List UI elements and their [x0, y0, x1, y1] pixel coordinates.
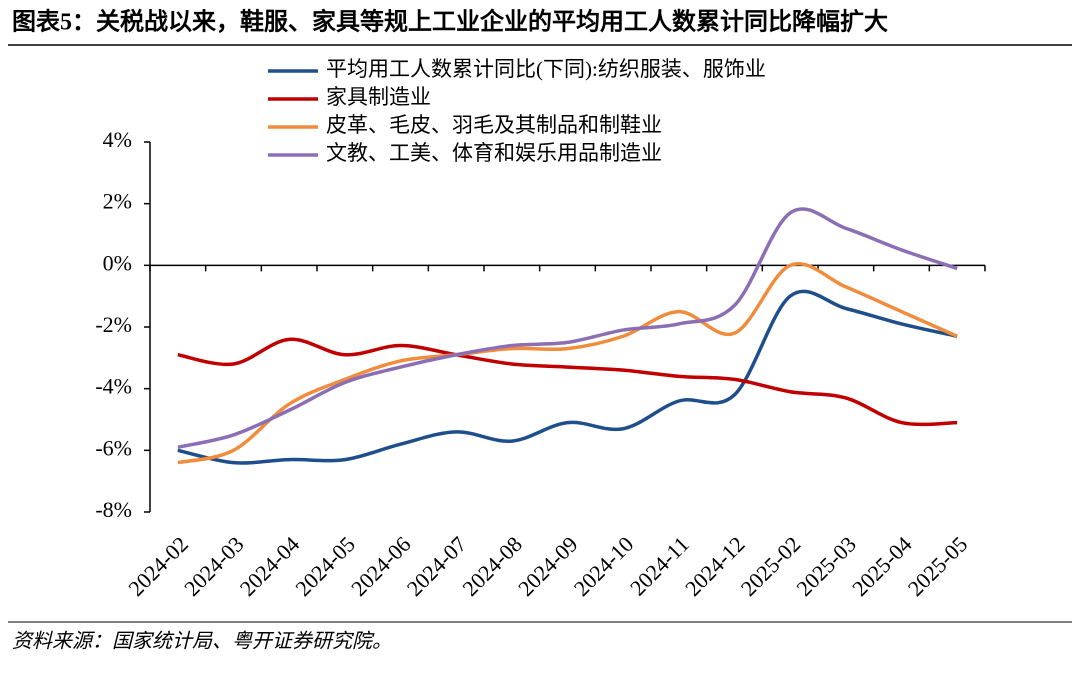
legend-label: 文教、工美、体育和娱乐用品制造业: [326, 141, 662, 165]
x-tick-label: 2024-03: [179, 531, 249, 601]
x-tick-label: 2024-08: [457, 531, 527, 601]
x-tick-label: 2024-07: [402, 531, 472, 601]
x-tick-label: 2025-05: [903, 531, 973, 601]
source-note: 资料来源：国家统计局、粤开证券研究院。: [12, 631, 392, 653]
x-tick-label: 2024-04: [235, 531, 305, 601]
x-tick-label: 2024-05: [290, 531, 360, 601]
legend-label: 平均用工人数累计同比(下同):纺织服装、服饰业: [326, 57, 766, 81]
x-tick-label: 2024-12: [680, 531, 750, 601]
legend-label: 皮革、毛皮、羽毛及其制品和制鞋业: [326, 113, 662, 137]
y-tick-label: -8%: [95, 497, 132, 522]
x-tick-label: 2024-02: [123, 531, 193, 601]
x-tick-label: 2024-10: [569, 531, 639, 601]
series-line: [177, 337, 958, 427]
x-tick-label: 2024-06: [346, 531, 416, 601]
series-line: [177, 262, 958, 465]
x-tick-label: 2025-03: [791, 531, 861, 601]
y-tick-label: -2%: [95, 312, 132, 337]
x-tick-label: 2025-02: [736, 531, 806, 601]
y-tick-label: 4%: [103, 127, 132, 152]
y-tick-label: -6%: [95, 435, 132, 460]
legend-label: 家具制造业: [326, 85, 431, 109]
y-tick-label: 2%: [103, 189, 132, 214]
x-tick-label: 2024-11: [625, 531, 694, 600]
series-line: [177, 289, 958, 465]
x-tick-label: 2024-09: [513, 531, 583, 601]
series-line: [177, 207, 958, 449]
chart-title: 图表5：关税战以来，鞋服、家具等规上工业企业的平均用工人数累计同比降幅扩大: [12, 8, 888, 36]
y-tick-label: 0%: [103, 250, 132, 275]
y-tick-label: -4%: [95, 374, 132, 399]
x-tick-label: 2025-04: [847, 531, 917, 601]
